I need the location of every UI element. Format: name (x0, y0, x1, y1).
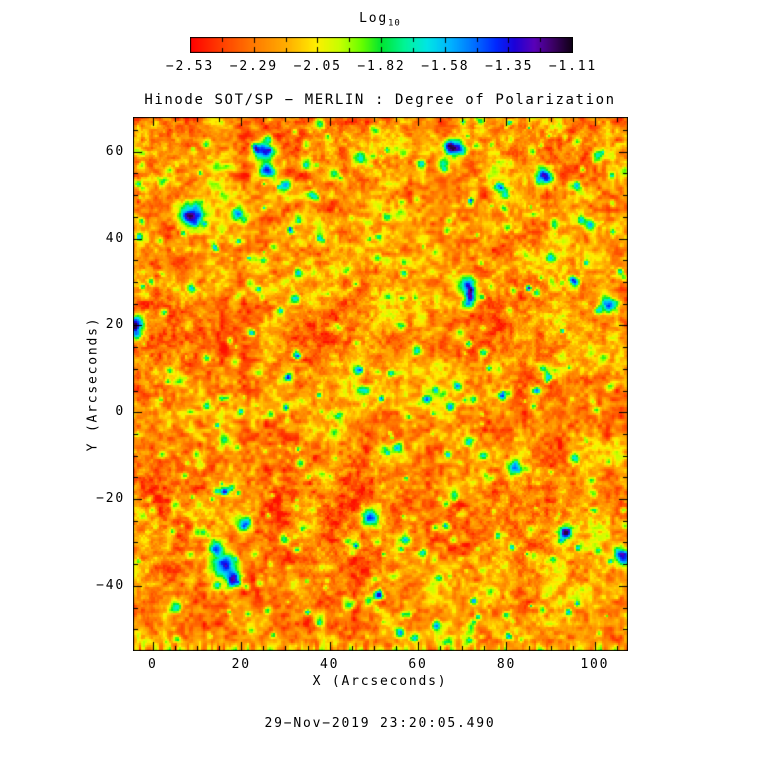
polarization-map (133, 117, 628, 651)
colorbar-tick-label: −2.29 (229, 59, 278, 74)
x-tick-label: 60 (408, 657, 428, 672)
colorbar-tick-label: −2.05 (293, 59, 342, 74)
x-tick-label: 40 (320, 657, 340, 672)
y-tick-label: −40 (96, 577, 125, 593)
timestamp: 29−Nov−2019 23:20:05.490 (264, 716, 496, 731)
y-tick-label: 60 (105, 143, 125, 159)
colorbar-tick-label: −1.82 (357, 59, 406, 74)
colorbar-tick-label: −1.35 (485, 59, 534, 74)
y-tick-label: 20 (105, 317, 125, 333)
x-tick-label: 80 (496, 657, 517, 672)
colorbar-title-subscript: 10 (388, 18, 401, 29)
x-axis-label: X (Arcseconds) (312, 674, 448, 689)
y-axis-label: Y (Arcseconds) (85, 316, 101, 452)
y-tick-label: 40 (105, 230, 125, 246)
colorbar-title: Log10 (0, 11, 760, 32)
colorbar-tick-label: −1.11 (548, 59, 598, 74)
colorbar-tick-label: −2.53 (165, 59, 215, 74)
colorbar-title-main: Log (359, 11, 389, 26)
colorbar-tick-label: −1.58 (421, 59, 470, 74)
x-tick-label: 20 (231, 657, 251, 672)
x-tick-label: 0 (148, 657, 158, 672)
y-tick-label: 0 (115, 404, 125, 420)
colorbar-gradient (190, 37, 573, 53)
x-tick-label: 100 (580, 657, 610, 672)
y-tick-label: −20 (96, 491, 125, 507)
plot-title: Hinode SOT/SP − MERLIN : Degree of Polar… (144, 92, 616, 108)
